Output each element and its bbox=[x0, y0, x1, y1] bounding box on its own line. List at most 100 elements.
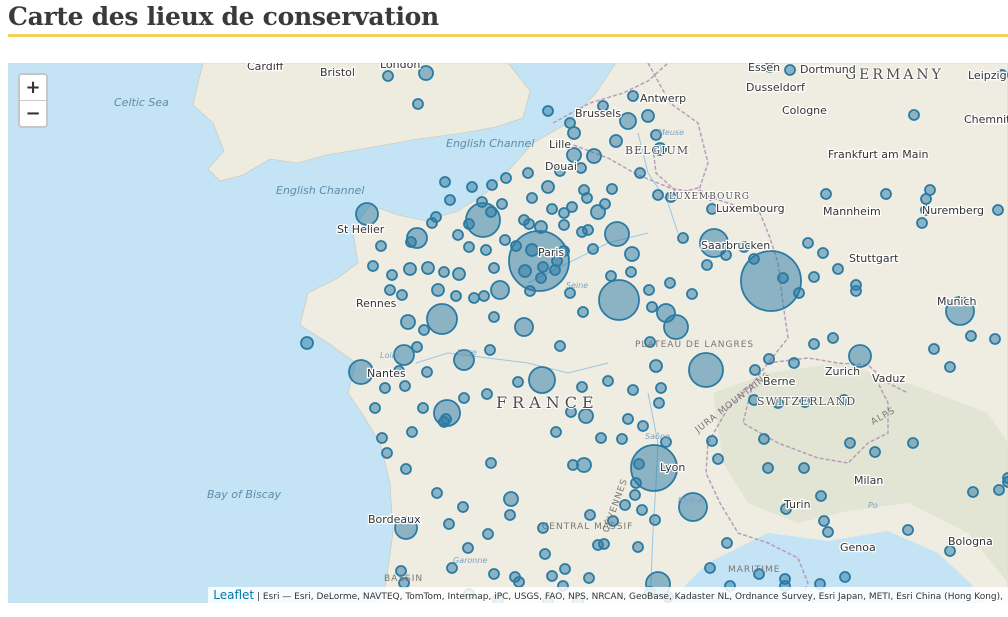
conservation-site-marker[interactable] bbox=[818, 515, 830, 527]
conservation-site-marker[interactable] bbox=[664, 277, 676, 289]
conservation-site-marker[interactable] bbox=[582, 224, 594, 236]
leaflet-link[interactable]: Leaflet bbox=[213, 588, 255, 602]
conservation-site-marker[interactable] bbox=[584, 509, 596, 521]
conservation-site-marker[interactable] bbox=[446, 562, 458, 574]
conservation-site-marker[interactable] bbox=[400, 314, 416, 330]
map-container[interactable]: Celtic Sea English Channel English Chann… bbox=[8, 63, 1008, 603]
conservation-site-marker[interactable] bbox=[395, 565, 407, 577]
conservation-site-marker[interactable] bbox=[607, 515, 619, 527]
conservation-site-marker[interactable] bbox=[558, 219, 570, 231]
conservation-site-marker[interactable] bbox=[967, 486, 979, 498]
conservation-site-marker[interactable] bbox=[426, 303, 458, 335]
conservation-site-marker[interactable] bbox=[720, 249, 732, 261]
conservation-site-marker[interactable] bbox=[634, 167, 646, 179]
conservation-site-marker[interactable] bbox=[655, 382, 667, 394]
conservation-site-marker[interactable] bbox=[559, 563, 571, 575]
conservation-site-marker[interactable] bbox=[627, 384, 639, 396]
conservation-site-marker[interactable] bbox=[578, 408, 594, 424]
conservation-site-marker[interactable] bbox=[376, 432, 388, 444]
conservation-site-marker[interactable] bbox=[565, 406, 577, 418]
conservation-site-marker[interactable] bbox=[749, 364, 761, 376]
conservation-site-marker[interactable] bbox=[524, 285, 536, 297]
conservation-site-marker[interactable] bbox=[525, 243, 539, 257]
conservation-site-marker[interactable] bbox=[704, 562, 716, 574]
conservation-site-marker[interactable] bbox=[802, 237, 814, 249]
conservation-site-marker[interactable] bbox=[616, 433, 628, 445]
conservation-site-marker[interactable] bbox=[817, 247, 829, 259]
conservation-site-marker[interactable] bbox=[625, 266, 637, 278]
conservation-site-marker[interactable] bbox=[609, 134, 623, 148]
conservation-site-marker[interactable] bbox=[619, 112, 637, 130]
conservation-site-marker[interactable] bbox=[820, 188, 832, 200]
conservation-site-marker[interactable] bbox=[462, 542, 474, 554]
conservation-site-marker[interactable] bbox=[488, 311, 500, 323]
conservation-site-marker[interactable] bbox=[403, 262, 417, 276]
conservation-site-marker[interactable] bbox=[920, 193, 932, 205]
conservation-site-marker[interactable] bbox=[945, 296, 975, 326]
conservation-site-marker[interactable] bbox=[636, 504, 648, 516]
conservation-site-marker[interactable] bbox=[486, 179, 498, 191]
conservation-site-marker[interactable] bbox=[576, 457, 592, 473]
conservation-site-marker[interactable] bbox=[660, 436, 672, 448]
conservation-site-marker[interactable] bbox=[602, 375, 614, 387]
conservation-site-marker[interactable] bbox=[554, 165, 566, 177]
conservation-site-marker[interactable] bbox=[384, 284, 396, 296]
conservation-site-marker[interactable] bbox=[438, 266, 450, 278]
conservation-site-marker[interactable] bbox=[944, 545, 956, 557]
conservation-site-marker[interactable] bbox=[850, 285, 862, 297]
conservation-site-marker[interactable] bbox=[546, 570, 558, 582]
conservation-site-marker[interactable] bbox=[355, 202, 379, 226]
conservation-site-marker[interactable] bbox=[665, 191, 677, 203]
conservation-site-marker[interactable] bbox=[476, 196, 488, 208]
conservation-site-marker[interactable] bbox=[438, 416, 450, 428]
conservation-site-marker[interactable] bbox=[381, 447, 393, 459]
conservation-site-marker[interactable] bbox=[393, 365, 405, 377]
conservation-site-marker[interactable] bbox=[764, 63, 776, 73]
conservation-site-marker[interactable] bbox=[537, 522, 549, 534]
conservation-site-marker[interactable] bbox=[558, 207, 570, 219]
conservation-site-marker[interactable] bbox=[907, 437, 919, 449]
conservation-markers[interactable] bbox=[300, 63, 1008, 603]
conservation-site-marker[interactable] bbox=[375, 240, 387, 252]
conservation-site-marker[interactable] bbox=[649, 359, 663, 373]
conservation-site-marker[interactable] bbox=[598, 279, 640, 321]
conservation-site-marker[interactable] bbox=[537, 261, 549, 273]
conservation-site-marker[interactable] bbox=[753, 568, 765, 580]
conservation-site-marker[interactable] bbox=[412, 98, 424, 110]
conservation-site-marker[interactable] bbox=[686, 288, 698, 300]
conservation-site-marker[interactable] bbox=[920, 204, 932, 216]
conservation-site-marker[interactable] bbox=[624, 246, 640, 262]
conservation-site-marker[interactable] bbox=[431, 283, 445, 297]
zoom-in-button[interactable]: + bbox=[20, 75, 46, 101]
conservation-site-marker[interactable] bbox=[721, 537, 733, 549]
conservation-site-marker[interactable] bbox=[587, 243, 599, 255]
conservation-site-marker[interactable] bbox=[780, 503, 792, 515]
conservation-site-marker[interactable] bbox=[1002, 472, 1008, 484]
conservation-site-marker[interactable] bbox=[546, 203, 558, 215]
conservation-site-marker[interactable] bbox=[581, 192, 593, 204]
conservation-site-marker[interactable] bbox=[928, 343, 940, 355]
conservation-site-marker[interactable] bbox=[518, 214, 530, 226]
conservation-site-marker[interactable] bbox=[641, 109, 655, 123]
conservation-site-marker[interactable] bbox=[484, 344, 496, 356]
conservation-site-marker[interactable] bbox=[748, 394, 760, 406]
conservation-site-marker[interactable] bbox=[396, 289, 408, 301]
conservation-site-marker[interactable] bbox=[393, 344, 415, 366]
conservation-site-marker[interactable] bbox=[738, 241, 750, 253]
conservation-site-marker[interactable] bbox=[649, 514, 661, 526]
conservation-site-marker[interactable] bbox=[788, 357, 800, 369]
conservation-site-marker[interactable] bbox=[605, 270, 617, 282]
conservation-site-marker[interactable] bbox=[848, 344, 872, 368]
conservation-site-marker[interactable] bbox=[772, 397, 784, 409]
conservation-site-marker[interactable] bbox=[808, 271, 820, 283]
conservation-site-marker[interactable] bbox=[481, 388, 493, 400]
conservation-site-marker[interactable] bbox=[453, 349, 475, 371]
conservation-site-marker[interactable] bbox=[514, 317, 534, 337]
conservation-site-marker[interactable] bbox=[406, 426, 418, 438]
conservation-site-marker[interactable] bbox=[496, 198, 508, 210]
conservation-site-marker[interactable] bbox=[637, 420, 649, 432]
conservation-site-marker[interactable] bbox=[541, 180, 555, 194]
map-canvas[interactable]: Celtic Sea English Channel English Chann… bbox=[8, 63, 1008, 603]
conservation-site-marker[interactable] bbox=[439, 176, 451, 188]
conservation-site-marker[interactable] bbox=[712, 453, 724, 465]
